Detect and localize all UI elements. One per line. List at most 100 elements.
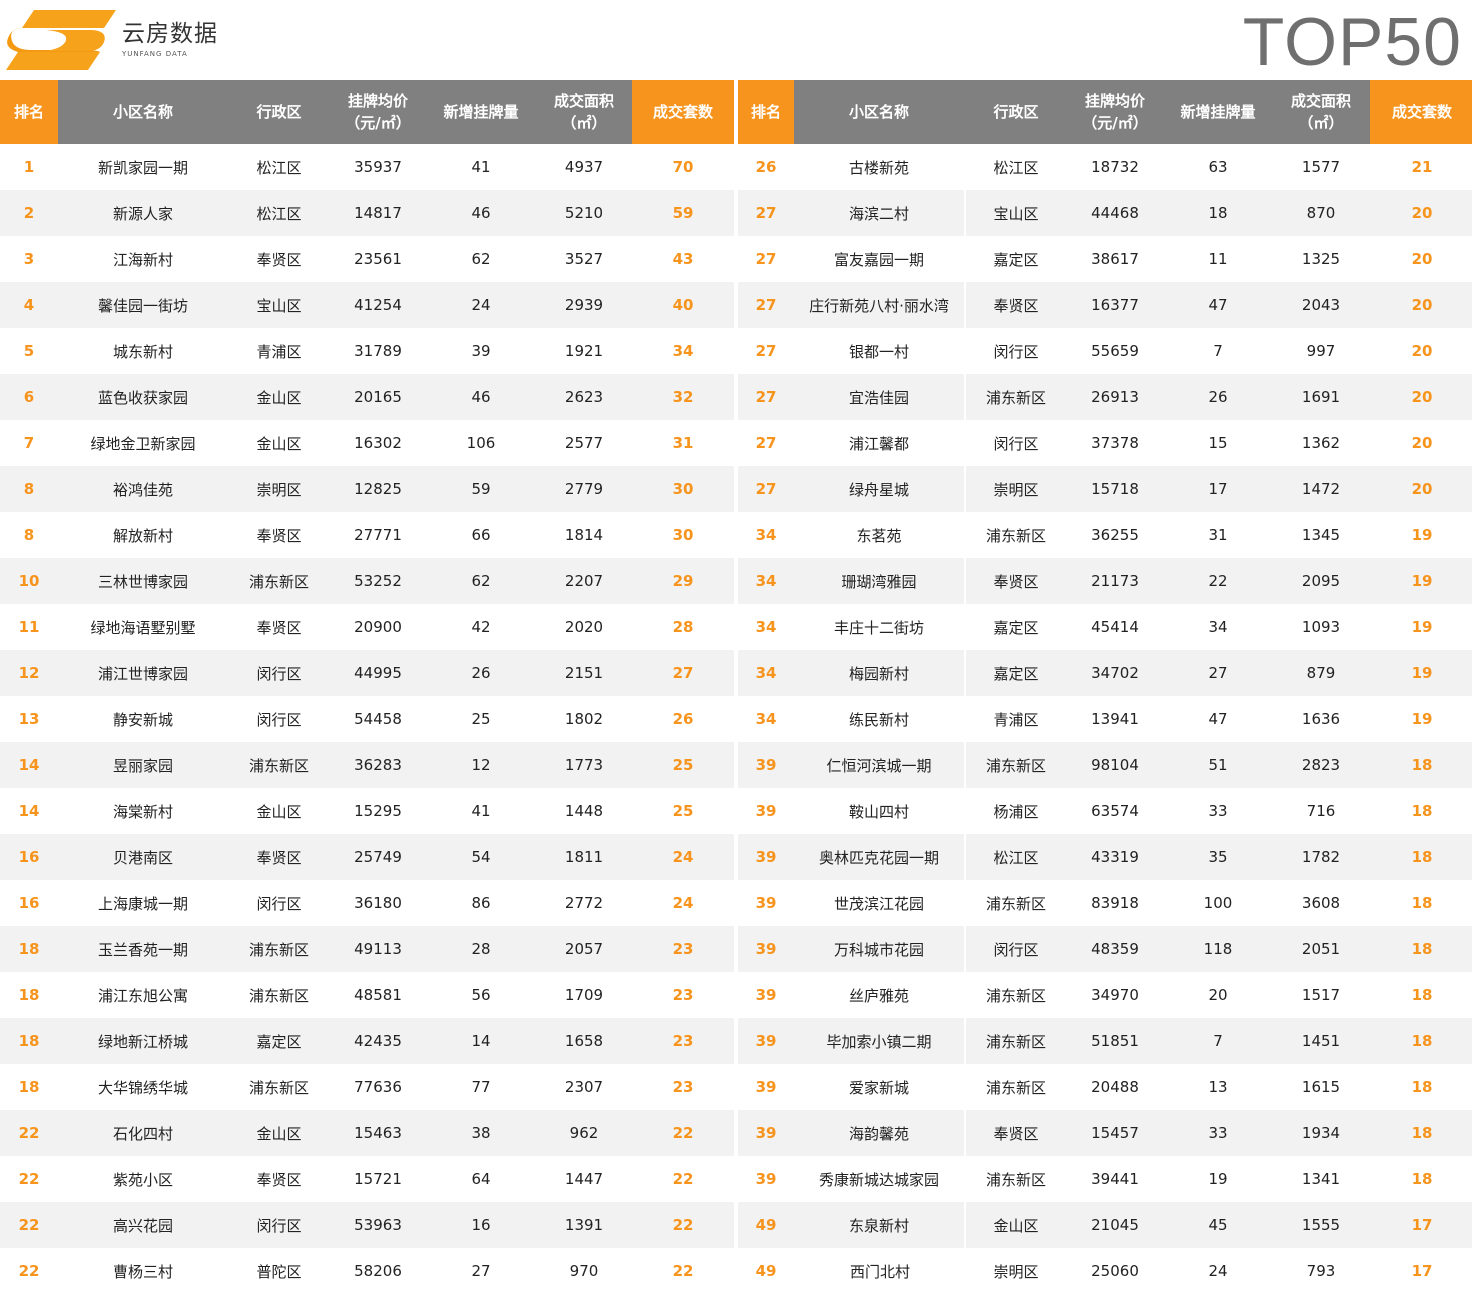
- col-price-header: 挂牌均价 （元/㎡）: [1066, 80, 1164, 144]
- cell-rank: 39: [734, 1064, 794, 1110]
- cell-deals: 22: [632, 1110, 734, 1156]
- cell-name: 绿舟星城: [794, 466, 966, 512]
- cell-deals: 18: [1370, 1110, 1472, 1156]
- cell-name: 新源人家: [58, 190, 228, 236]
- table-row: 34 珊瑚湾雅园 奉贤区 21173 22 2095 19: [734, 558, 1472, 604]
- cell-deals: 30: [672, 526, 694, 544]
- cell-price: 58206: [354, 1262, 402, 1280]
- cell-area: 1636: [1301, 710, 1341, 728]
- cell-district: 金山区: [966, 1202, 1066, 1248]
- cell-deals: 18: [1411, 802, 1433, 820]
- cell-new-listings: 118: [1164, 926, 1272, 972]
- cell-name: 世茂滨江花园: [833, 894, 924, 913]
- cell-district: 松江区: [228, 190, 330, 236]
- cell-deals: 20: [1411, 250, 1433, 268]
- cell-name: 毕加索小镇二期: [794, 1018, 966, 1064]
- cell-deals: 25: [672, 802, 694, 820]
- cell-area: 2307: [564, 1078, 604, 1096]
- cell-new-listings: 41: [471, 158, 491, 176]
- cell-price: 13941: [1091, 710, 1139, 728]
- brand-name: 云房数据: [122, 21, 218, 47]
- cell-rank: 22: [18, 1262, 40, 1280]
- cell-new-listings: 26: [1164, 374, 1272, 420]
- cell-rank: 34: [734, 650, 794, 696]
- cell-price: 20900: [354, 618, 402, 636]
- cell-price: 15721: [354, 1170, 402, 1188]
- table-row: 39 仁恒河滨城一期 浦东新区 98104 51 2823 18: [734, 742, 1472, 788]
- cell-area: 1615: [1301, 1078, 1341, 1096]
- cell-price: 20165: [330, 374, 426, 420]
- cell-district: 青浦区: [256, 342, 302, 361]
- table-row: 8 裕鸿佳苑 崇明区 12825 59 2779 30: [0, 466, 734, 512]
- table-row: 39 万科城市花园 闵行区 48359 118 2051 18: [734, 926, 1472, 972]
- cell-new-listings: 27: [1164, 650, 1272, 696]
- cell-new-listings: 46: [426, 190, 536, 236]
- cell-deals: 18: [1411, 1078, 1433, 1096]
- cell-name: 蓝色收获家园: [58, 374, 228, 420]
- cell-rank: 8: [0, 466, 58, 512]
- cell-new-listings: 86: [471, 894, 491, 912]
- table-row: 39 爱家新城 浦东新区 20488 13 1615 18: [734, 1064, 1472, 1110]
- cell-deals: 19: [1370, 558, 1472, 604]
- cell-name: 新凯家园一期: [97, 158, 188, 177]
- cell-new-listings: 38: [426, 1110, 536, 1156]
- cell-new-listings: 27: [471, 1262, 491, 1280]
- cell-district: 闵行区: [228, 1202, 330, 1248]
- cell-district: 金山区: [228, 374, 330, 420]
- cell-area: 1447: [564, 1170, 604, 1188]
- cell-name: 解放新村: [112, 526, 173, 545]
- cell-name: 宜浩佳园: [794, 374, 966, 420]
- cell-price: 15457: [1066, 1110, 1164, 1156]
- cell-new-listings: 19: [1208, 1170, 1228, 1188]
- cell-area: 1691: [1272, 374, 1370, 420]
- cell-price: 43319: [1066, 834, 1164, 880]
- table-row: 34 东茗苑 浦东新区 36255 31 1345 19: [734, 512, 1472, 558]
- cell-deals: 40: [632, 282, 734, 328]
- table-row: 39 毕加索小镇二期 浦东新区 51851 7 1451 18: [734, 1018, 1472, 1064]
- cell-price: 36180: [354, 894, 402, 912]
- cell-price: 14817: [330, 190, 426, 236]
- cell-rank: 39: [734, 788, 794, 834]
- col-rank-header: 排名: [734, 80, 794, 144]
- table-row: 12 浦江世博家园 闵行区 44995 26 2151 27: [0, 650, 734, 696]
- cell-new-listings: 24: [1208, 1262, 1228, 1280]
- cell-new-listings: 7: [1213, 342, 1223, 360]
- cell-name: 西门北村: [849, 1262, 910, 1281]
- col-name-header: 小区名称: [794, 80, 966, 144]
- cell-district: 浦东新区: [966, 374, 1066, 420]
- cell-rank: 18: [18, 986, 40, 1004]
- cell-rank: 34: [734, 604, 794, 650]
- cell-price: 48581: [354, 986, 402, 1004]
- cell-rank: 27: [734, 328, 794, 374]
- cell-new-listings: 47: [1208, 710, 1228, 728]
- cell-area: 2823: [1272, 742, 1370, 788]
- cell-deals: 24: [672, 894, 694, 912]
- cell-deals: 34: [672, 342, 694, 360]
- col-new-listings-header: 新增挂牌量: [426, 80, 536, 144]
- cell-rank: 39: [734, 880, 794, 926]
- cell-area: 1782: [1272, 834, 1370, 880]
- cell-rank: 3: [23, 250, 35, 268]
- cell-rank: 26: [734, 144, 794, 190]
- cell-price: 48359: [1066, 926, 1164, 972]
- cell-name: 万科城市花园: [794, 926, 966, 972]
- cell-district: 浦东新区: [228, 742, 330, 788]
- cell-area: 1773: [536, 742, 632, 788]
- page-title: TOP50: [1242, 4, 1462, 80]
- cell-deals: 22: [672, 1262, 694, 1280]
- table-row: 39 海韵馨苑 奉贤区 15457 33 1934 18: [734, 1110, 1472, 1156]
- table-row: 27 浦江馨都 闵行区 37378 15 1362 20: [734, 420, 1472, 466]
- cell-price: 20488: [1091, 1078, 1139, 1096]
- col-rank-header: 排名: [0, 80, 58, 144]
- cell-price: 53252: [330, 558, 426, 604]
- cell-district: 崇明区: [966, 466, 1066, 512]
- cell-price: 44995: [330, 650, 426, 696]
- cell-price: 55659: [1091, 342, 1139, 360]
- cell-district: 浦东新区: [966, 1018, 1066, 1064]
- cell-new-listings: 59: [426, 466, 536, 512]
- cell-deals: 20: [1411, 342, 1433, 360]
- table-row: 4 馨佳园一街坊 宝山区 41254 24 2939 40: [0, 282, 734, 328]
- cell-rank: 5: [23, 342, 35, 360]
- table-row: 13 静安新城 闵行区 54458 25 1802 26: [0, 696, 734, 742]
- cell-rank: 27: [734, 466, 794, 512]
